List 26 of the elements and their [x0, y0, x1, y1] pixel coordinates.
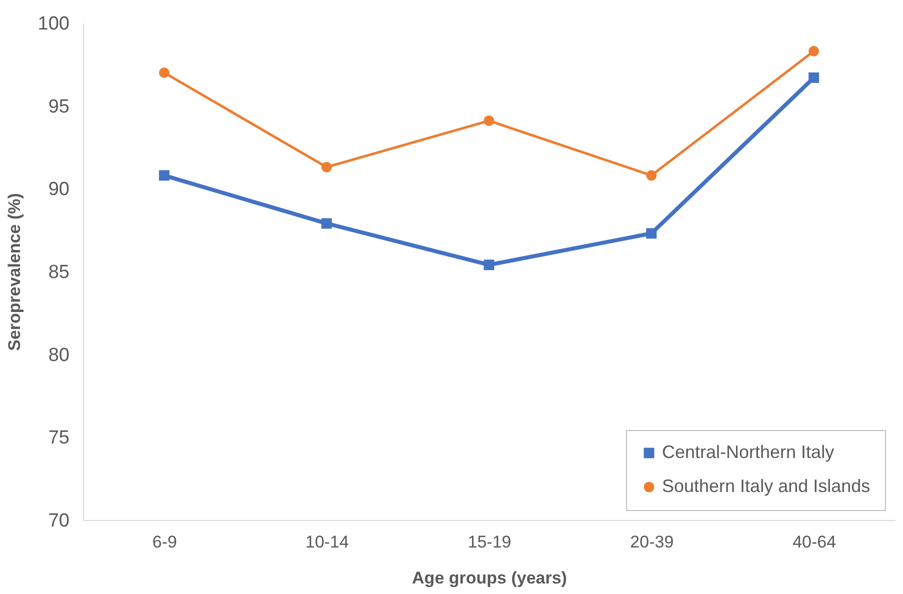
point	[808, 72, 820, 83]
point	[646, 170, 657, 181]
legend-label: Southern Italy and Islands	[662, 476, 870, 496]
y-tick-label: 80	[48, 344, 70, 366]
point	[158, 170, 170, 181]
x-tick-label: 40-64	[792, 532, 836, 552]
x-tick-label: 10-14	[305, 532, 349, 552]
y-tick-label: 85	[48, 262, 70, 283]
y-tick-label: 70	[48, 510, 70, 532]
point	[484, 260, 494, 270]
point	[321, 218, 332, 229]
point	[808, 46, 820, 56]
x-tick-label: 15-19	[468, 532, 512, 552]
x-tick-label: 6-9	[152, 532, 177, 552]
x-axis-title: Age groups (years)	[412, 568, 567, 588]
y-tick-label: 95	[48, 96, 70, 118]
y-axis-title: Seroprevalence (%)	[4, 193, 24, 351]
y-tick-label: 75	[48, 428, 70, 449]
legend-label: Central-Northern Italy	[662, 442, 834, 462]
y-tick-label: 90	[48, 179, 70, 200]
point	[646, 228, 657, 239]
y-tick-label: 100	[38, 14, 70, 34]
point	[321, 162, 332, 172]
x-tick-label: 20-39	[630, 532, 674, 552]
point	[484, 116, 494, 126]
point	[158, 67, 170, 78]
